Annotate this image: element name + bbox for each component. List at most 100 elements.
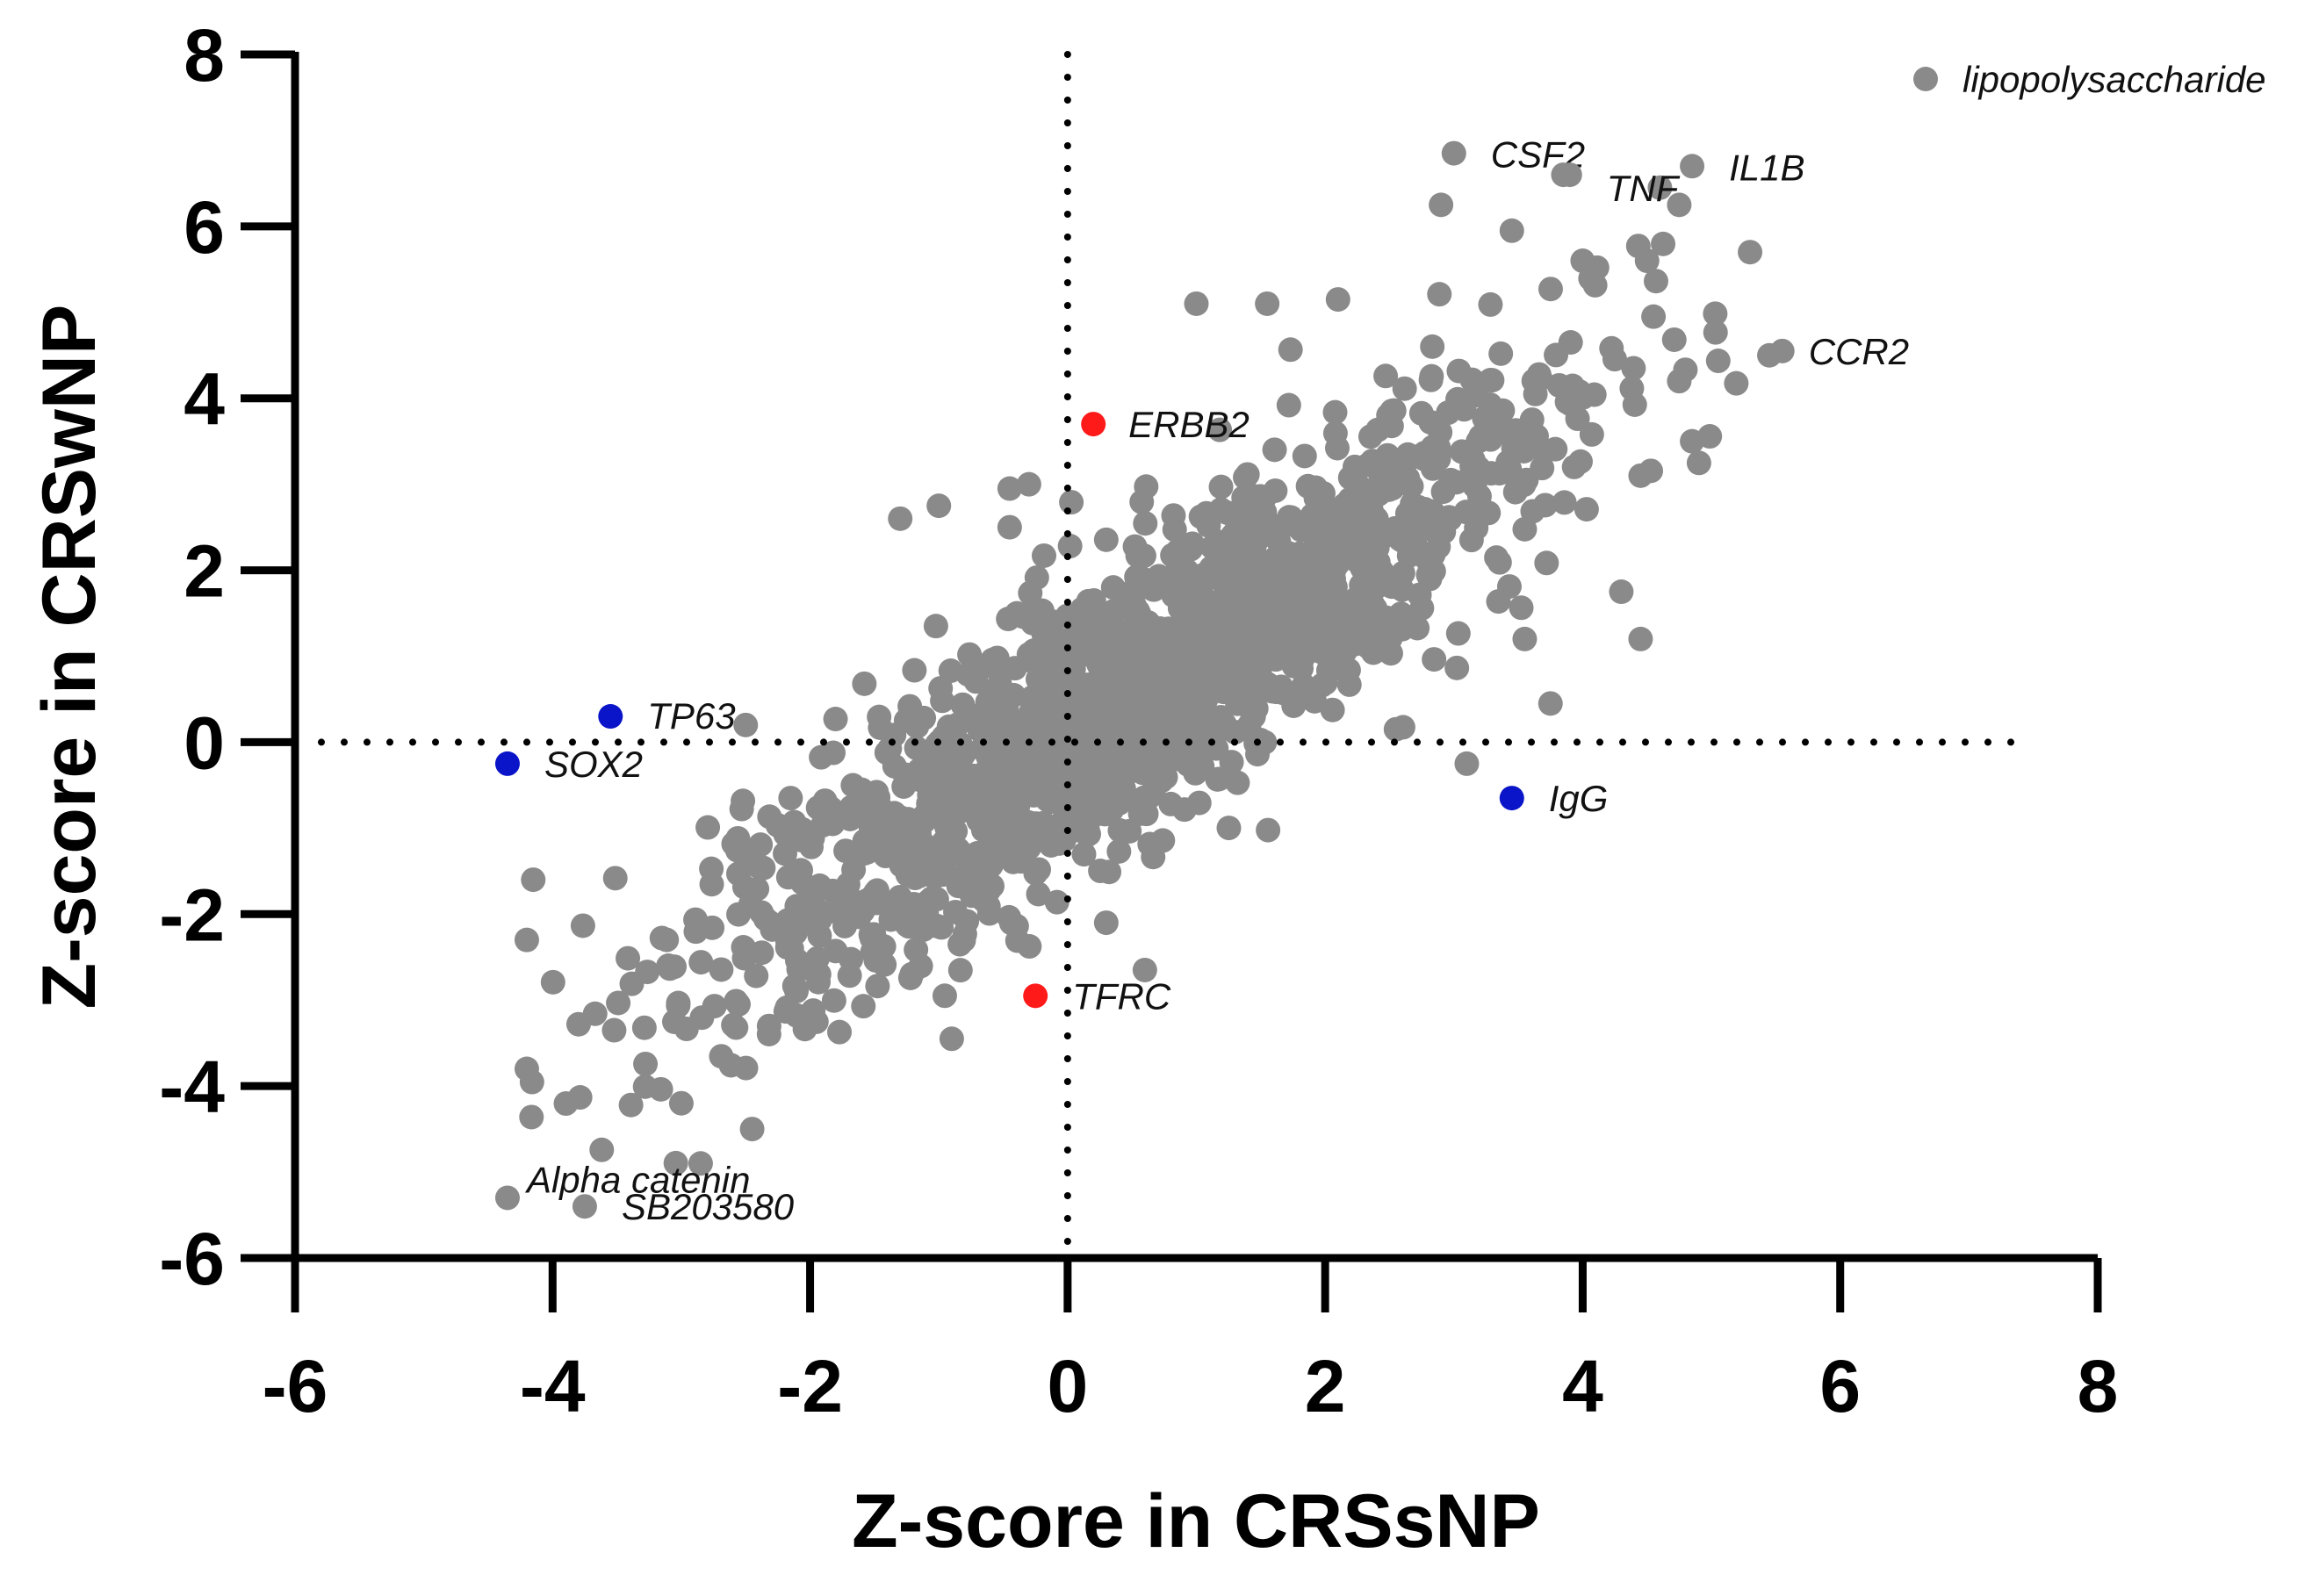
data-point [902, 658, 927, 683]
data-point [570, 913, 595, 938]
data-point [1100, 575, 1126, 600]
data-point [1214, 572, 1240, 598]
data-point [1344, 472, 1370, 498]
data-point [1193, 500, 1219, 526]
data-point [1523, 381, 1548, 406]
data-point [1149, 704, 1175, 730]
labeled-point [1023, 983, 1048, 1009]
data-point [699, 872, 724, 897]
data-point [1134, 724, 1159, 750]
data-point [1031, 543, 1056, 568]
data-point [733, 712, 759, 737]
data-point [1478, 291, 1503, 317]
data-point [739, 1117, 765, 1142]
data-point [757, 804, 782, 830]
data-point [1322, 399, 1348, 425]
data-point [1378, 641, 1403, 666]
y-tick-label: 4 [184, 358, 225, 441]
data-point [1628, 626, 1653, 651]
data-point [1476, 500, 1502, 526]
data-point [1602, 347, 1627, 372]
data-point [1420, 334, 1445, 359]
data-point [1214, 500, 1240, 526]
data-point [1262, 437, 1287, 463]
labeled-point [1081, 412, 1106, 437]
data-point [1429, 192, 1454, 218]
data-point [1066, 705, 1091, 730]
data-point [1236, 554, 1262, 579]
data-point [721, 831, 746, 857]
data-point [1365, 550, 1391, 575]
data-point [1071, 842, 1097, 867]
data-point [1487, 461, 1512, 486]
point-label: IL1B [1729, 147, 1804, 188]
data-point [1379, 399, 1405, 424]
data-point [668, 1090, 694, 1116]
data-point [823, 707, 848, 732]
data-point [1093, 527, 1119, 552]
data-point [1419, 363, 1444, 389]
data-point [1150, 828, 1176, 853]
data-point [1420, 456, 1445, 481]
labeled-point [1557, 162, 1582, 188]
data-point [1134, 474, 1159, 500]
data-point [1327, 528, 1352, 554]
data-point [827, 1019, 853, 1045]
data-point [1225, 691, 1250, 716]
data-point [1184, 291, 1209, 316]
data-point [1256, 817, 1281, 843]
data-point [1388, 601, 1414, 627]
data-point [1022, 823, 1048, 848]
data-point [879, 815, 904, 840]
data-point [1247, 659, 1272, 685]
data-point [865, 974, 890, 999]
data-point [923, 614, 948, 639]
data-point [1091, 779, 1116, 804]
data-point [1017, 934, 1042, 960]
data-point [997, 476, 1022, 501]
data-point [514, 927, 539, 953]
data-point [1579, 421, 1604, 447]
y-axis-title: Z-score in CRSwNP [27, 305, 112, 1010]
data-point [1141, 577, 1166, 602]
y-tick-label: 8 [184, 14, 225, 97]
data-point [744, 963, 769, 989]
data-point [809, 900, 834, 925]
data-point [700, 915, 725, 940]
data-point [1225, 770, 1250, 795]
data-point [1566, 379, 1592, 405]
data-point [1075, 823, 1100, 848]
x-tick-label: 8 [2078, 1345, 2119, 1427]
data-point [926, 493, 952, 519]
data-point [914, 901, 940, 926]
data-point [1661, 327, 1687, 352]
data-point [895, 912, 920, 938]
point-label: Alpha catenin [524, 1159, 751, 1200]
data-point [662, 1009, 688, 1034]
data-point [1236, 713, 1262, 738]
point-label: TFRC [1072, 975, 1171, 1017]
data-point [1122, 534, 1148, 559]
data-point [1486, 589, 1511, 615]
data-point [1449, 439, 1474, 464]
data-point [774, 935, 800, 960]
labeled-point [572, 1194, 597, 1219]
data-point [1570, 248, 1595, 274]
data-point [1292, 443, 1317, 469]
data-point [828, 902, 853, 927]
data-point [1115, 688, 1141, 714]
data-point [1277, 550, 1302, 575]
data-point [1157, 746, 1183, 772]
data-point [724, 1015, 749, 1040]
data-point [1291, 672, 1316, 698]
data-point [904, 714, 930, 739]
data-point [1289, 622, 1314, 648]
data-point [1205, 766, 1230, 792]
data-point [1621, 356, 1646, 381]
data-point [979, 873, 1005, 899]
y-tick-label: 0 [184, 701, 225, 784]
data-point [1445, 621, 1471, 646]
data-point [1420, 435, 1445, 460]
data-point [1212, 711, 1237, 737]
data-point [709, 957, 734, 982]
